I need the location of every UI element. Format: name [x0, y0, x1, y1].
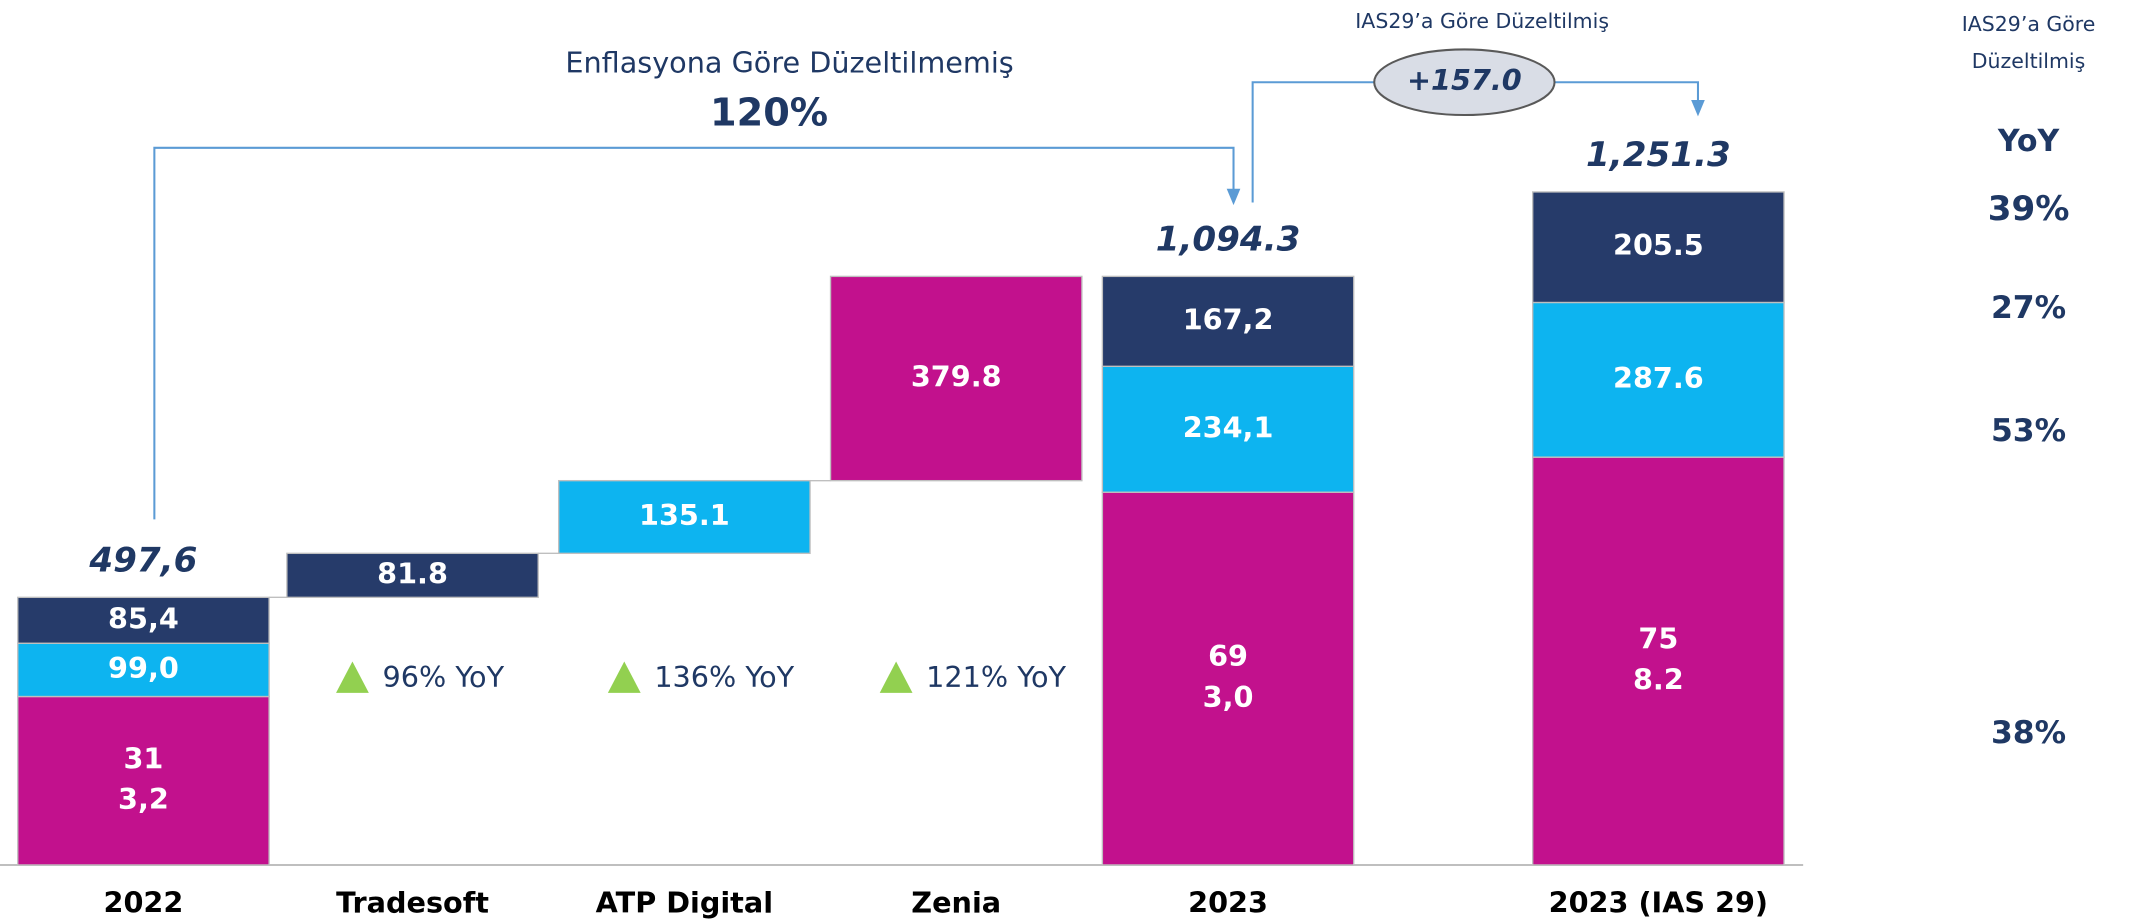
x-tick-label: ATP Digital [596, 886, 773, 920]
side-value: 53% [1991, 413, 2066, 449]
x-tick-label: 2022 [104, 886, 184, 920]
value-label: 69 [1208, 639, 1248, 673]
bar [17, 596, 270, 644]
growth-icon [879, 661, 913, 693]
side-header: YoY [1997, 124, 2061, 159]
x-tick-label: 2023 [1188, 886, 1268, 920]
growth-label: 96% YoY [382, 660, 504, 694]
bar [1101, 365, 1355, 493]
value-label: 85,4 [108, 601, 179, 635]
value-label: 167,2 [1183, 302, 1274, 336]
value-label: 234,1 [1183, 410, 1274, 444]
growth-label: 136% YoY [654, 660, 794, 694]
growth-label: 121% YoY [926, 660, 1066, 694]
value-label: 3,0 [1203, 680, 1254, 714]
adjusted-label: IAS29’a Göre Düzeltilmiş [1355, 9, 1609, 33]
connector [153, 146, 1235, 520]
value-label: 205.5 [1613, 228, 1704, 262]
bar [1101, 491, 1355, 866]
bar [286, 552, 539, 599]
unadjusted-label: Enflasyona Göre Düzeltilmemiş [565, 45, 1013, 79]
arrow [1226, 188, 1241, 206]
value-label: 75 [1638, 622, 1678, 656]
value-label: 31 [123, 741, 163, 775]
value-label: 99,0 [108, 651, 179, 685]
side-value: 38% [1991, 715, 2066, 751]
bar [17, 695, 270, 866]
side-value: 39% [1988, 189, 2070, 229]
value-label: 8.2 [1633, 663, 1684, 697]
x-tick-label: Zenia [911, 886, 1001, 920]
bar [17, 642, 270, 698]
adjustment: +157.0 [1407, 63, 1522, 97]
total-label: 497,6 [88, 540, 197, 580]
side-title: Düzeltilmiş [1972, 49, 2086, 73]
growth-icon [607, 661, 641, 693]
bar [1531, 456, 1785, 866]
bar [829, 275, 1083, 482]
value-label: 379.8 [911, 360, 1002, 394]
adjustment-bubble [1373, 48, 1556, 117]
growth-icon [336, 661, 369, 693]
bar [558, 479, 811, 555]
side-title: IAS29’a Göre [1962, 12, 2096, 36]
side-value: 27% [1991, 290, 2066, 326]
value-label: 81.8 [377, 556, 448, 590]
x-tick-label: Tradesoft [336, 886, 489, 920]
bar [1101, 275, 1355, 367]
total-label: 1,094.3 [1156, 219, 1301, 259]
unadjusted-growth: 120% [710, 92, 828, 136]
arrow [1691, 100, 1705, 117]
bar [1531, 301, 1785, 458]
value-label: 135.1 [639, 498, 730, 532]
total-label: 1,251.3 [1586, 135, 1731, 175]
bar [1531, 191, 1785, 304]
value-label: 287.6 [1613, 361, 1704, 395]
x-tick-label: 2023 (IAS 29) [1549, 886, 1768, 920]
value-label: 3,2 [118, 782, 169, 816]
